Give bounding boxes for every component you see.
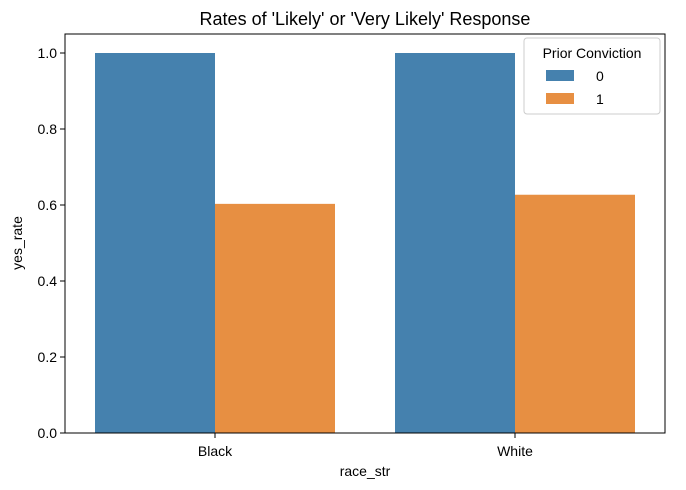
x-tick-label: White — [497, 443, 533, 459]
legend-title: Prior Conviction — [543, 45, 642, 61]
y-axis-label: yes_rate — [9, 216, 25, 270]
bar-black-series-0 — [95, 53, 215, 433]
legend-label-0: 0 — [596, 68, 604, 84]
y-tick-label: 0.8 — [38, 121, 58, 137]
x-axis: Black White — [198, 433, 533, 459]
x-axis-label: race_str — [340, 463, 391, 479]
legend-label-1: 1 — [596, 91, 604, 107]
y-axis: 0.0 0.2 0.4 0.6 0.8 1.0 — [38, 45, 65, 441]
bar-white-series-0 — [395, 53, 515, 433]
plot-area — [64, 33, 666, 434]
plot-frame — [64, 33, 666, 434]
y-tick-label: 1.0 — [38, 45, 58, 61]
legend-swatch-1 — [546, 93, 574, 104]
bar-black-series-1 — [215, 203, 335, 433]
x-tick-label: Black — [198, 443, 233, 459]
bar-white-series-1 — [515, 194, 635, 433]
y-tick-label: 0.2 — [38, 349, 58, 365]
y-tick-label: 0.6 — [38, 197, 58, 213]
y-tick-label: 0.0 — [38, 425, 58, 441]
chart-title: Rates of 'Likely' or 'Very Likely' Respo… — [200, 9, 531, 29]
legend-swatch-0 — [546, 70, 574, 81]
legend: Prior Conviction 0 1 — [523, 37, 661, 115]
y-tick-label: 0.4 — [38, 273, 58, 289]
